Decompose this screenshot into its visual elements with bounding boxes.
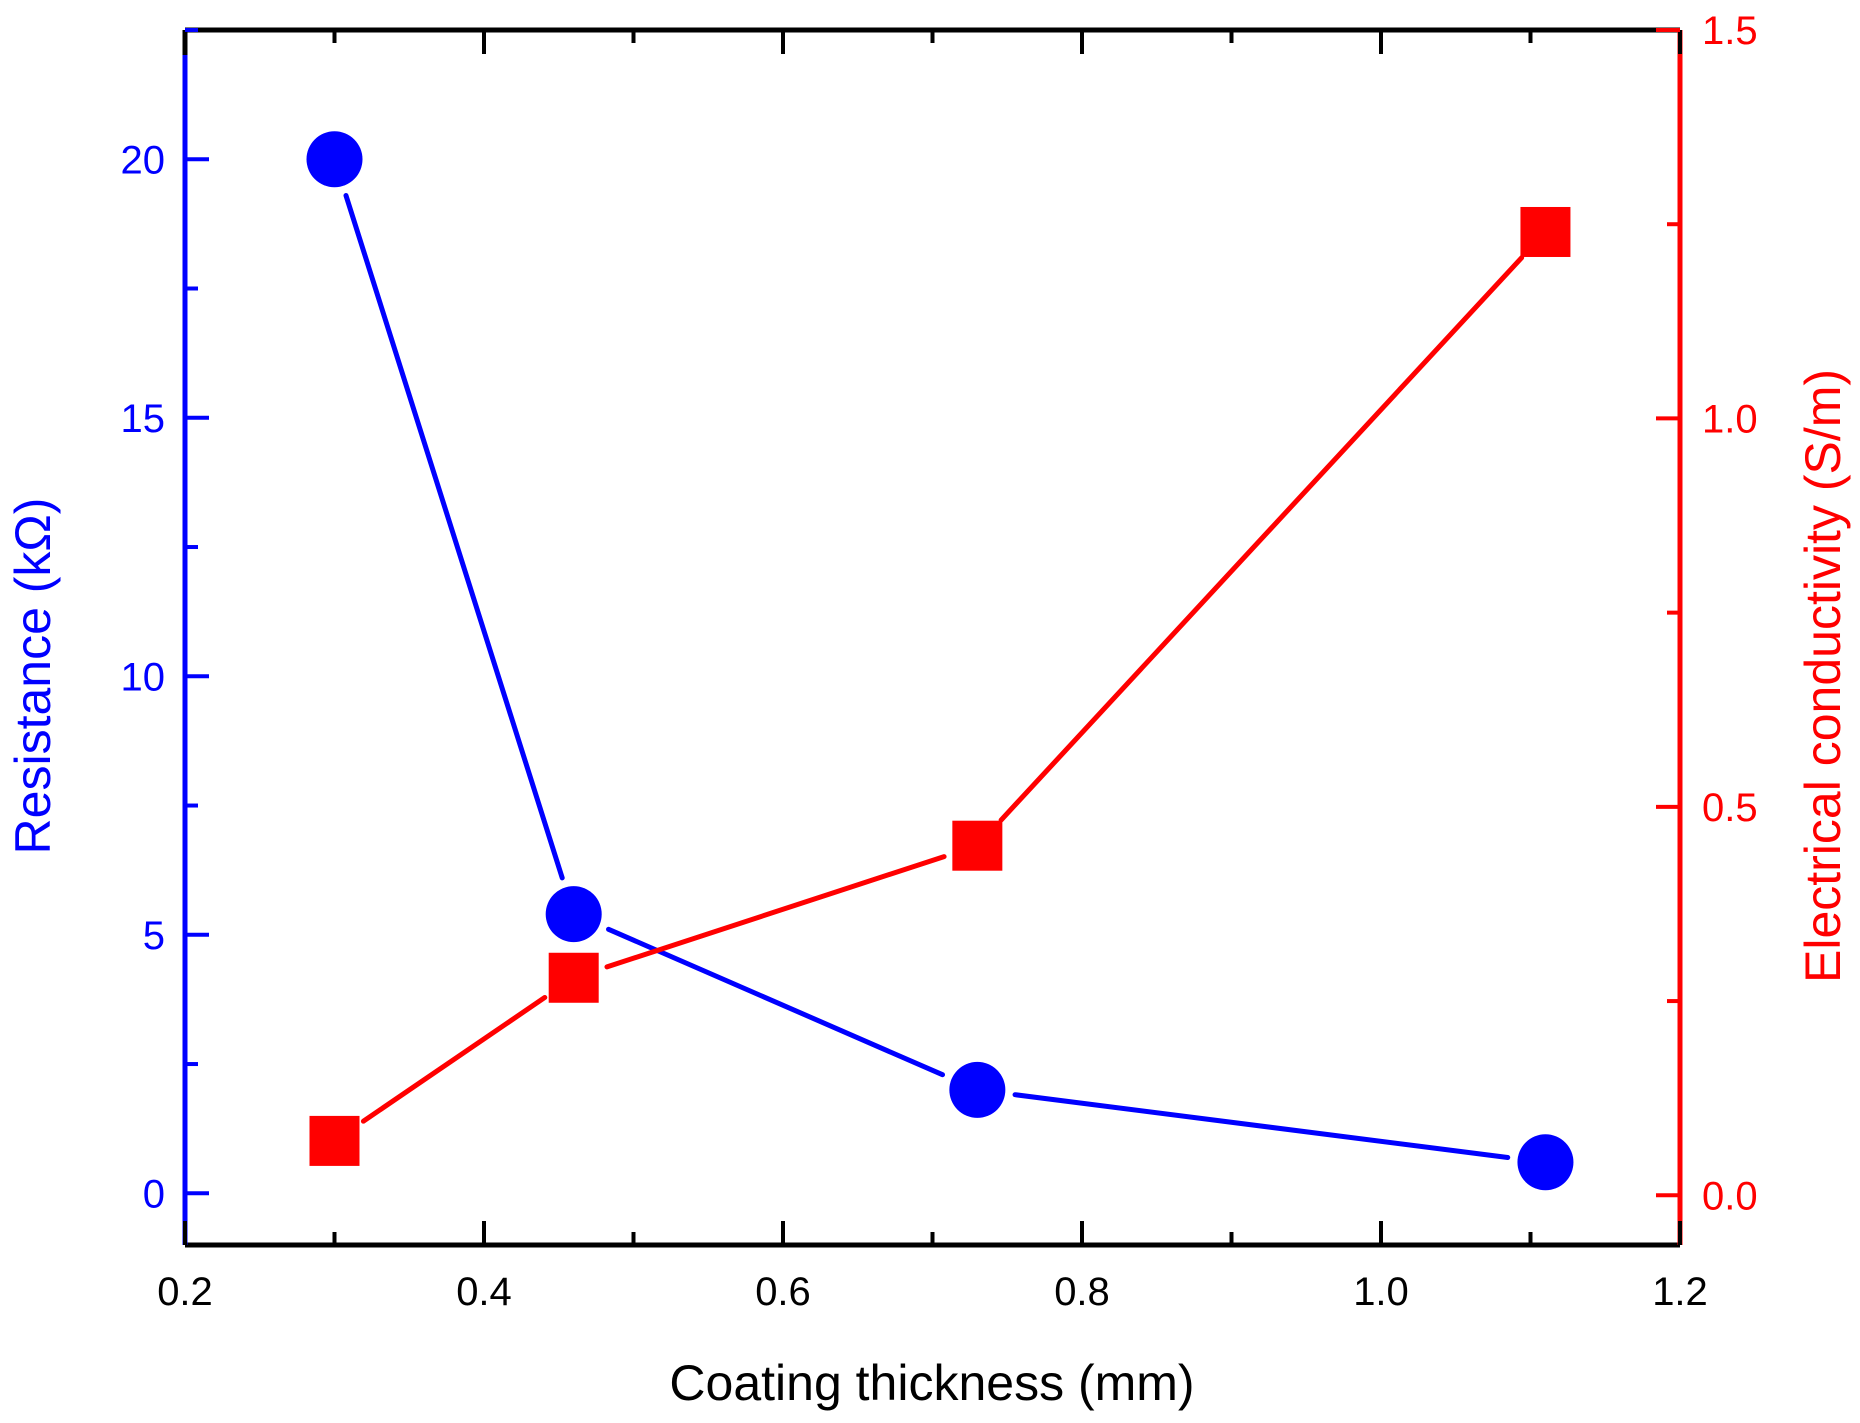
y2-tick-label: 0.0 xyxy=(1702,1174,1758,1218)
y-tick-label: 20 xyxy=(121,138,166,182)
conductivity-line-segment xyxy=(360,994,548,1124)
conductivity-line-segment xyxy=(604,854,947,970)
resistance-point xyxy=(306,131,363,188)
x-tick-label: 0.6 xyxy=(755,1270,811,1314)
x-tick-label: 0.2 xyxy=(157,1270,213,1314)
left-y-axis-ticks: 0 5 10 15 20 xyxy=(121,28,209,1216)
y2-tick-label: 1.0 xyxy=(1702,397,1758,441)
y-tick-label: 15 xyxy=(121,397,166,441)
conductivity-point xyxy=(309,1115,360,1166)
x-axis-title: Coating thickness (mm) xyxy=(669,1355,1194,1411)
x-tick-label: 1.0 xyxy=(1353,1270,1409,1314)
y2-tick-label: 0.5 xyxy=(1702,786,1758,830)
conductivity-point xyxy=(1520,206,1571,257)
y-tick-label: 5 xyxy=(143,914,165,958)
plot-frame xyxy=(182,27,1683,1248)
conductivity-line-segment xyxy=(998,255,1525,823)
y-tick-label: 10 xyxy=(121,655,166,699)
x-axis-ticks: 0.2 0.4 0.6 0.8 1.0 1.2 xyxy=(157,30,1708,1314)
conductivity-point xyxy=(548,952,599,1003)
resistance-line-segment xyxy=(606,926,946,1078)
conductivity-point xyxy=(952,820,1003,871)
series-lines xyxy=(343,192,1525,1160)
resistance-point xyxy=(1517,1134,1574,1191)
x-tick-label: 0.4 xyxy=(456,1270,512,1314)
resistance-point xyxy=(545,886,602,943)
left-y-axis-title: Resistance (kΩ) xyxy=(5,498,61,855)
series-markers xyxy=(306,131,1574,1191)
x-tick-label: 0.8 xyxy=(1054,1270,1110,1314)
x-tick-label: 1.2 xyxy=(1652,1270,1708,1314)
right-y-axis-title: Electrical conductivity (S/m) xyxy=(1795,369,1851,983)
resistance-line-segment xyxy=(343,192,565,881)
right-y-axis-ticks: 0.0 0.5 1.0 1.5 xyxy=(1656,9,1758,1218)
resistance-line-segment xyxy=(1012,1092,1511,1160)
resistance-point xyxy=(949,1061,1006,1118)
y-tick-label: 0 xyxy=(143,1172,165,1216)
y2-tick-label: 1.5 xyxy=(1702,9,1758,53)
